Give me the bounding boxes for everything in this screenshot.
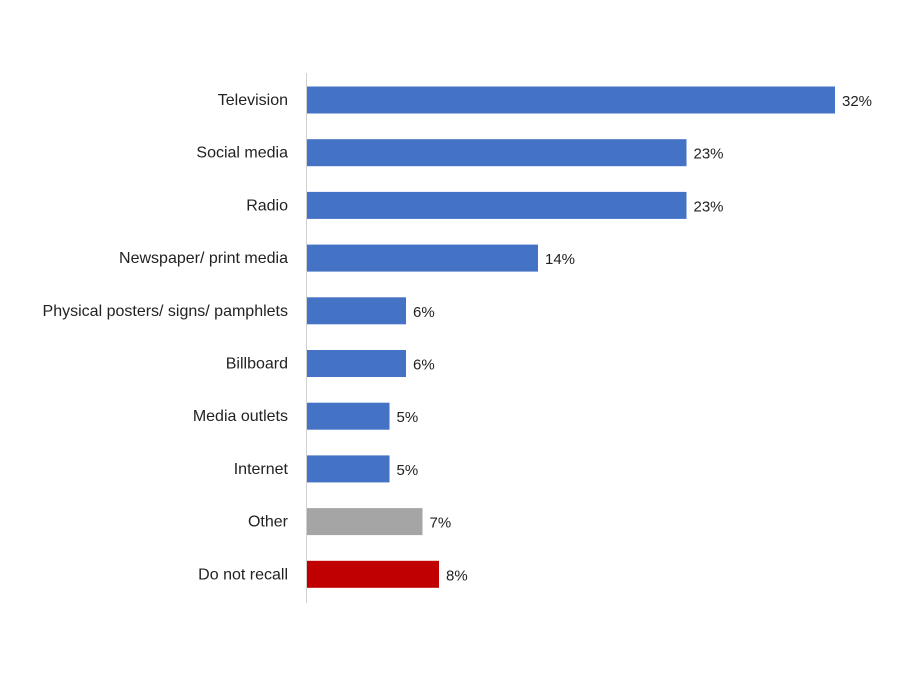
data-label: 7% <box>430 515 452 532</box>
data-label: 23% <box>694 146 724 163</box>
bar <box>307 297 406 325</box>
bar <box>307 139 687 167</box>
category-label: Media outlets <box>193 408 288 425</box>
category-label: Radio <box>246 197 288 214</box>
data-label: 5% <box>397 462 419 479</box>
category-label: Do not recall <box>198 566 288 583</box>
bar <box>307 191 687 219</box>
category-label: Other <box>248 514 289 531</box>
data-label: 23% <box>694 198 724 215</box>
bar <box>307 560 439 588</box>
data-label: 14% <box>545 251 575 268</box>
data-label: 32% <box>842 93 872 110</box>
bar <box>307 86 835 114</box>
bar <box>307 350 406 377</box>
data-label: 8% <box>446 567 468 584</box>
category-label: Social media <box>196 145 288 162</box>
data-label: 6% <box>413 357 435 374</box>
data-label: 5% <box>397 409 419 426</box>
bar <box>307 455 390 483</box>
category-label: Physical posters/ signs/ pamphlets <box>43 303 288 320</box>
bar <box>307 402 390 430</box>
category-label: Television <box>218 92 288 109</box>
data-label: 6% <box>413 304 435 321</box>
bar <box>307 244 538 272</box>
category-label: Newspaper/ print media <box>119 250 288 267</box>
category-label: Billboard <box>226 356 288 373</box>
bar <box>307 508 423 536</box>
category-label: Internet <box>234 461 289 478</box>
